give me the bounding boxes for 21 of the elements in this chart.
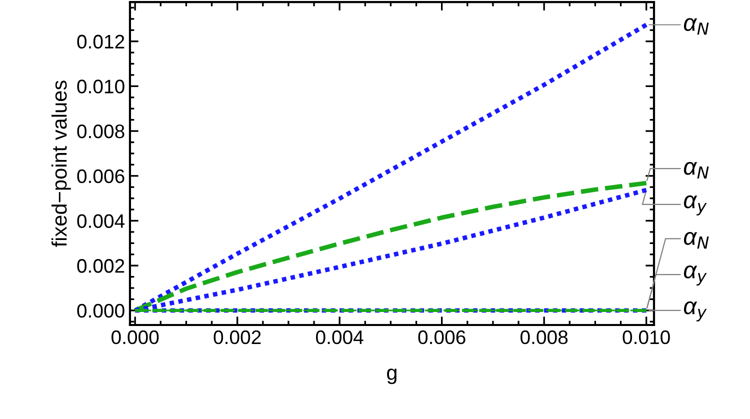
y-tick-label: 0.004 — [77, 214, 125, 228]
y-tick-label: 0.010 — [77, 80, 124, 94]
x-tick-label: 0.008 — [520, 330, 568, 344]
series-label: α$_{N}$ — [684, 162, 709, 179]
series-label: α$_{N}$ — [684, 18, 709, 35]
series-label: α$_{y}$ — [684, 301, 707, 322]
x-tick-label: 0.010 — [622, 330, 670, 344]
y-axis-title: fixed−point values — [51, 80, 71, 247]
x-tick-label: 0.006 — [418, 330, 466, 344]
y-tick-label: 0.012 — [77, 34, 124, 49]
y-tick-label: 0.002 — [77, 259, 124, 273]
series-label: α$_{y}$ — [684, 195, 707, 216]
x-tick-label: 0.004 — [316, 330, 364, 344]
y-tick-label: 0.006 — [77, 169, 124, 184]
y-tick-label: 0.008 — [77, 124, 124, 138]
y-tick-label: 0.000 — [77, 304, 124, 318]
x-tick-label: 0.000 — [112, 330, 159, 344]
x-tick-label: 0.002 — [214, 330, 261, 344]
series-label: α$_{y}$ — [684, 265, 707, 286]
x-axis-title: g — [387, 368, 396, 384]
text: α$_{N}$ — [684, 232, 709, 249]
